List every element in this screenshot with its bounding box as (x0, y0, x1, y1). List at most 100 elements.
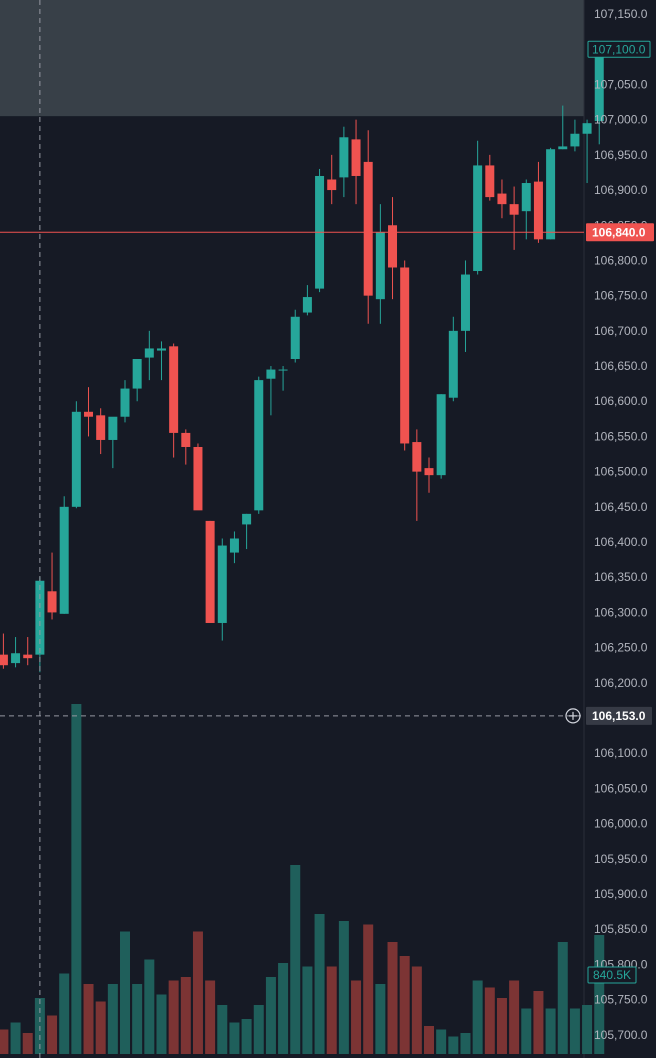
candle-body (229, 538, 239, 553)
candle (363, 130, 373, 324)
candle-body (460, 274, 470, 331)
candle (242, 513, 252, 550)
candle (84, 387, 94, 437)
highlight-zone (0, 0, 584, 117)
price-tick-label: 106,400.0 (594, 535, 648, 549)
volume-bar (180, 977, 191, 1054)
candle-body (436, 394, 446, 476)
candle (582, 119, 592, 184)
candle-body (363, 161, 373, 296)
candle-body (412, 442, 422, 472)
volume-bar (156, 994, 167, 1054)
price-tick-label: 106,550.0 (594, 429, 648, 443)
candle (120, 380, 130, 423)
volume-bar (278, 963, 289, 1054)
candle-body (84, 411, 94, 417)
volume-bar (0, 1029, 9, 1054)
volume-bar (582, 1005, 593, 1054)
candle-body (193, 446, 203, 511)
volume-bar (83, 984, 94, 1054)
candle (473, 140, 483, 275)
price-tick-label: 106,000.0 (594, 817, 648, 831)
price-tick-label: 106,450.0 (594, 500, 648, 514)
volume-bar (59, 973, 70, 1054)
price-tick-label: 107,050.0 (594, 77, 648, 91)
candle-body (47, 591, 57, 613)
volume-bar (168, 980, 179, 1054)
candle (144, 330, 154, 381)
crosshair-price-tag: 106,153.0 (565, 706, 652, 725)
candle-body (23, 654, 33, 659)
candle-body (0, 654, 8, 666)
price-tick-label: 107,000.0 (594, 113, 648, 127)
add-alert-icon[interactable] (565, 708, 581, 724)
candle (388, 197, 398, 300)
candle (533, 161, 543, 243)
candle-body (169, 346, 179, 433)
candle-body (594, 50, 604, 122)
candle (229, 531, 239, 564)
candle (59, 496, 69, 614)
volume-bar (229, 1022, 240, 1054)
candle-body (120, 388, 130, 417)
volume-bar (351, 980, 362, 1054)
candle (266, 366, 276, 416)
candle-body (339, 137, 349, 178)
volume-bar (484, 987, 495, 1054)
candle (302, 285, 312, 316)
candle-body (278, 369, 288, 371)
candle (485, 154, 495, 201)
candle-body (290, 316, 300, 360)
candle (205, 520, 215, 623)
volume-bar (71, 704, 82, 1054)
candle (11, 637, 21, 668)
volume-bar (107, 984, 118, 1054)
candle-body (327, 179, 337, 191)
volume-bar (326, 966, 337, 1054)
price-tick-label: 106,600.0 (594, 394, 648, 408)
candle-body (497, 193, 507, 205)
candle-body (582, 123, 592, 134)
price-tick-label: 106,200.0 (594, 676, 648, 690)
current-price-tag-label: 106,840.0 (592, 225, 646, 239)
candle-body (144, 348, 154, 358)
price-tick-label: 106,300.0 (594, 605, 648, 619)
volume-bar (314, 914, 325, 1054)
upper-price-tag-label: 107,100.0 (592, 42, 646, 56)
candle (448, 316, 458, 402)
volume-bar (472, 980, 483, 1054)
candle (169, 343, 179, 458)
upper-price-tag: 107,100.0 (587, 40, 651, 58)
volume-bar (95, 1001, 106, 1054)
candle-body (266, 369, 276, 379)
candle (460, 260, 470, 352)
candle (132, 359, 142, 402)
volume-bar (132, 984, 143, 1054)
candle (0, 633, 8, 669)
candle-body (448, 330, 458, 398)
candle-body (108, 416, 118, 440)
candle-body (302, 297, 312, 313)
volume-bar (399, 956, 410, 1054)
candle-body (570, 133, 580, 147)
candle-body (35, 580, 45, 655)
price-tick-label: 107,150.0 (594, 7, 648, 21)
volume-bar (192, 931, 203, 1054)
price-tick-label: 106,750.0 (594, 289, 648, 303)
candle-body (351, 139, 361, 176)
candle (546, 147, 556, 240)
volume-bar (47, 1015, 58, 1054)
candle-body (96, 415, 106, 440)
crosshair-price-label: 106,153.0 (592, 709, 646, 723)
volume-bar (436, 1029, 447, 1054)
candle (23, 637, 33, 666)
volume-bars (0, 704, 605, 1054)
volume-bar (22, 1033, 33, 1054)
candle-body (156, 348, 166, 351)
volume-bar (144, 959, 155, 1054)
volume-bar (496, 998, 507, 1054)
price-tick-label: 106,100.0 (594, 746, 648, 760)
volume-bar (521, 1008, 532, 1054)
candle (217, 538, 227, 641)
